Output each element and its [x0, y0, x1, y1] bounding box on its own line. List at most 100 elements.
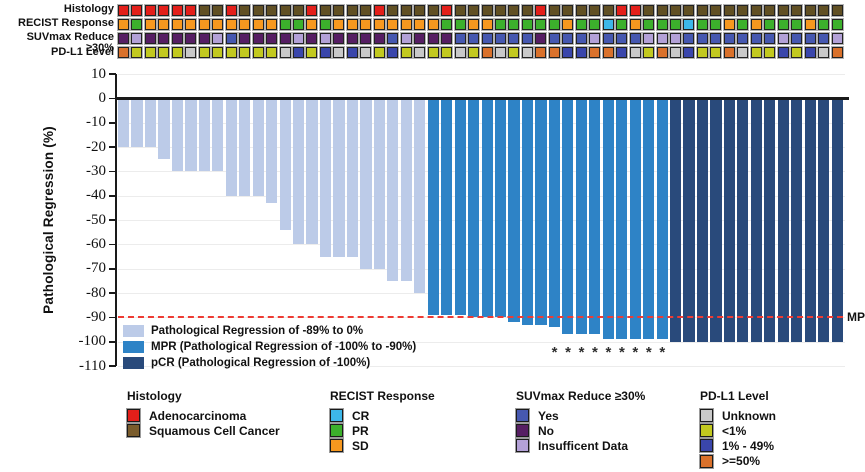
y-tick-label: -80 — [86, 284, 106, 301]
legend-item-label: 1% - 49% — [722, 438, 775, 453]
legend-swatch-pcr — [123, 357, 144, 370]
annotation-cell — [574, 17, 588, 31]
annotation-cell — [642, 17, 656, 31]
annotation-cell — [668, 46, 682, 60]
bar — [764, 99, 776, 342]
y-axis-tick — [108, 195, 116, 197]
annotation-cell — [736, 3, 750, 17]
legend-row-pcr: pCR (Pathological Regression of -100%) — [123, 355, 416, 371]
annotation-cell — [345, 17, 359, 31]
bar — [279, 99, 291, 230]
annotation-cell — [682, 31, 696, 45]
annotation-cell — [238, 31, 252, 45]
y-tick-label: -100 — [78, 333, 107, 350]
y-axis-tick — [108, 122, 116, 124]
annotation-cell — [520, 17, 534, 31]
annotation-cell — [386, 31, 400, 45]
bar — [548, 99, 560, 328]
y-axis-tick — [108, 73, 116, 75]
annotation-cell — [224, 17, 238, 31]
bar — [818, 99, 830, 342]
annotation-cell — [736, 31, 750, 45]
legend-pdl1-title: PD-L1 Level — [700, 389, 769, 403]
annotation-cell — [372, 17, 386, 31]
mpr-threshold-line — [118, 316, 843, 319]
legend-item: No — [515, 423, 645, 439]
annotation-cell — [211, 46, 225, 60]
y-axis-tick — [108, 316, 116, 319]
zero-baseline — [114, 97, 849, 100]
annotation-cell — [817, 3, 831, 17]
legend-swatch — [699, 438, 714, 454]
annotation-cell — [520, 46, 534, 60]
legend-item: >=50% — [699, 453, 776, 469]
legend-swatch — [515, 438, 530, 454]
annotation-cell — [318, 3, 332, 17]
annotation-cell — [453, 17, 467, 31]
annotation-cell — [130, 46, 144, 60]
legend-item: Yes — [515, 408, 645, 424]
significance-asterisk: * — [592, 344, 598, 361]
annotation-cell — [574, 3, 588, 17]
annotation-cell — [278, 17, 292, 31]
gridline — [118, 366, 845, 368]
annotation-cell — [736, 17, 750, 31]
annotation-cell — [467, 3, 481, 17]
gridline — [118, 341, 845, 343]
bar — [683, 99, 695, 342]
annotation-cell — [763, 31, 777, 45]
y-tick-label: -70 — [86, 260, 106, 277]
annotation-cell — [278, 31, 292, 45]
legend-item-label: No — [538, 423, 554, 438]
annotation-cell — [776, 3, 790, 17]
annotation-cell — [265, 3, 279, 17]
annotation-cell — [184, 46, 198, 60]
annotation-cell — [453, 3, 467, 17]
bar — [346, 99, 359, 257]
annotation-cell — [197, 31, 211, 45]
bar — [185, 99, 197, 172]
annotation-cell — [211, 17, 225, 31]
annotation-cell — [413, 46, 427, 60]
bar — [400, 99, 412, 281]
bar — [629, 99, 641, 340]
annotation-cell — [345, 3, 359, 17]
annotation-cell — [709, 31, 723, 45]
bar — [656, 99, 668, 340]
annotation-cell — [709, 17, 723, 31]
annotation-cell — [386, 3, 400, 17]
bar — [643, 99, 655, 340]
annotation-cell — [749, 31, 763, 45]
y-axis-tick — [108, 292, 116, 294]
annotation-cell — [292, 3, 306, 17]
annotation-cell — [655, 3, 669, 17]
annotation-cell — [776, 31, 790, 45]
bar — [669, 99, 682, 342]
legend-item: SD — [329, 438, 435, 454]
bar — [589, 99, 601, 335]
annotation-cell — [372, 31, 386, 45]
annotation-cell — [547, 46, 561, 60]
annotation-cell — [278, 3, 292, 17]
annotation-cell — [372, 3, 386, 17]
annotation-cell — [628, 46, 642, 60]
annotation-cell — [372, 46, 386, 60]
annotation-cell — [561, 17, 575, 31]
annotation-cell — [359, 17, 373, 31]
annotation-cell — [776, 46, 790, 60]
annotation-cell — [655, 17, 669, 31]
y-axis-tick — [108, 219, 116, 221]
bar — [427, 99, 439, 316]
annotation-cell — [830, 3, 844, 17]
annotation-cell — [332, 31, 346, 45]
legend-item-label: CR — [352, 408, 370, 423]
annotation-cell — [292, 31, 306, 45]
annotation-cell — [117, 17, 130, 31]
y-axis-title: Pathological Regression (%) — [41, 126, 56, 314]
bar — [360, 99, 372, 269]
annotation-cell — [197, 3, 211, 17]
annotation-cell — [386, 17, 400, 31]
track-label-pdl1: PD-L1 Level — [51, 45, 114, 58]
annotation-cell — [655, 31, 669, 45]
annotation-cell — [534, 31, 548, 45]
